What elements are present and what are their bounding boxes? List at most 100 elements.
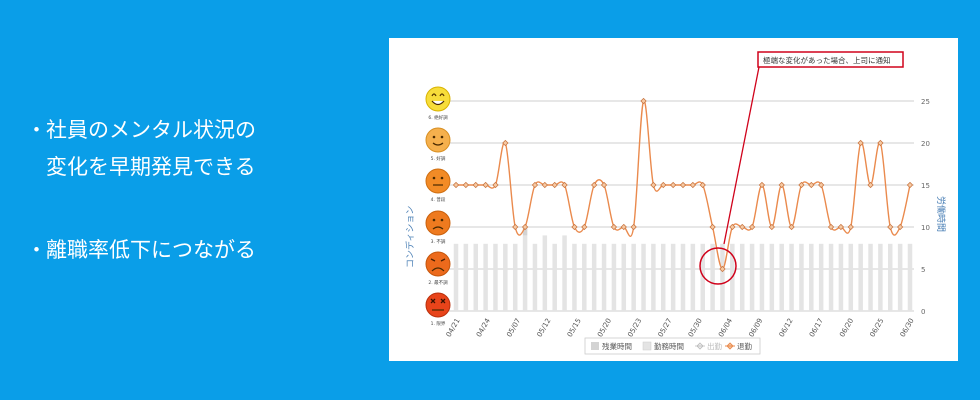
emoji-eye	[440, 176, 444, 180]
emoji-face-circle	[425, 168, 451, 194]
data-point-marker	[808, 181, 815, 189]
emoji-face-icon	[425, 168, 451, 194]
data-point-marker	[660, 181, 667, 189]
x-tick-label: 05/12	[536, 317, 553, 338]
data-point-marker	[620, 223, 627, 231]
data-point-marker	[531, 181, 539, 189]
emoji-face-icon	[425, 210, 451, 236]
bar-work-hours	[503, 243, 508, 311]
emoji-label: 1. 限界	[431, 320, 446, 327]
data-point-marker	[452, 181, 460, 189]
data-point-marker	[492, 181, 499, 189]
legend-label: 残業時間	[602, 341, 632, 351]
bullet-text-line: 離職率低下につながる	[46, 238, 256, 262]
y-tick-label: 25	[921, 98, 930, 106]
bar-work-hours	[868, 243, 873, 311]
bar-work-hours	[483, 243, 488, 311]
bar-work-hours	[858, 243, 863, 311]
data-point-marker	[798, 181, 805, 189]
condition-emoji-scale: 6. 絶好調 5. 好調 4. 普段 3. 不調 2. 最不調 1. 限界	[425, 86, 451, 327]
emoji-eye	[432, 218, 436, 222]
emoji-mouth	[432, 142, 444, 146]
bar-work-hours	[463, 243, 469, 311]
data-point-marker	[729, 223, 736, 231]
bar-work-hours	[621, 243, 627, 311]
data-point-marker	[512, 223, 519, 231]
bar-work-hours	[838, 243, 844, 311]
bar-work-hours	[789, 243, 794, 311]
bullet-item-early-detection: ・ 社員のメンタル状況の 変化を早期発見できる	[26, 112, 256, 186]
x-tick-label: 05/30	[687, 317, 704, 338]
data-point-marker	[571, 223, 578, 231]
data-point-marker	[877, 139, 884, 147]
emoji-eye	[440, 218, 444, 222]
bar-work-hours	[720, 243, 725, 311]
chart-screenshot-panel: 6. 絶好調 5. 好調 4. 普段 3. 不調 2. 最不調 1. 限界 コンディション…	[389, 38, 958, 361]
bar-work-hours	[591, 243, 597, 311]
emoji-eye	[440, 135, 444, 139]
bar-work-hours	[493, 243, 498, 311]
legend-label: 退勤	[737, 341, 752, 351]
emoji-mouth	[431, 100, 445, 106]
data-point-marker	[887, 223, 894, 231]
callout-text: 極端な変化があった場合、上司に通知	[763, 55, 891, 65]
legend-swatch-overtime	[591, 342, 599, 350]
y-axis-ticks: 0 5 10 15 20 25	[921, 98, 930, 316]
bar-overtime	[522, 227, 528, 236]
legend-label: 出勤	[707, 341, 722, 351]
callout-highlight-circle	[699, 247, 737, 285]
data-point-marker	[837, 223, 845, 231]
emoji-mouth	[431, 267, 445, 272]
x-tick-label: 05/23	[626, 317, 643, 338]
bar-work-hours	[661, 243, 666, 311]
emoji-face-circle	[425, 127, 451, 153]
bar-work-hours	[897, 243, 903, 311]
bar-work-hours	[749, 243, 755, 311]
bar-work-hours	[601, 243, 607, 311]
bar-work-hours	[828, 243, 834, 311]
legend-label: 勤務時間	[654, 341, 684, 351]
x-tick-label: 06/25	[868, 317, 885, 338]
data-point-marker	[521, 223, 529, 231]
x-tick-label: 06/20	[838, 317, 855, 338]
x-tick-label: 04/21	[445, 317, 462, 338]
x-axis-ticks: 04/21 04/24 05/07 05/12 05/15 05/20 05/23 05/27…	[445, 317, 916, 339]
bar-work-hours	[907, 243, 913, 311]
data-point-marker	[640, 97, 647, 105]
bar-work-hours	[542, 235, 548, 311]
bar-work-hours	[582, 243, 587, 311]
y-tick-label: 5	[921, 266, 925, 274]
x-tick-label: 05/20	[596, 317, 613, 338]
data-point-marker	[818, 181, 825, 189]
data-point-marker	[906, 181, 914, 189]
bar-work-hours	[562, 235, 567, 311]
data-point-marker	[758, 181, 766, 189]
emoji-label: 3. 不調	[431, 238, 446, 245]
condition-chart: 6. 絶好調 5. 好調 4. 普段 3. 不調 2. 最不調 1. 限界 コンディション…	[404, 51, 947, 355]
emoji-face-circle	[425, 292, 451, 318]
data-point-marker	[699, 181, 706, 189]
bar-work-hours	[670, 243, 676, 311]
emoji-label: 6. 絶好調	[428, 114, 448, 121]
y-tick-label: 20	[921, 140, 930, 148]
bar-work-hours	[878, 243, 883, 311]
bar-work-hours	[532, 243, 538, 311]
series-points	[452, 97, 914, 273]
callout-box	[757, 51, 904, 68]
bar-work-hours	[848, 243, 854, 311]
legend-box	[584, 337, 761, 355]
emoji-face-icon	[425, 86, 451, 112]
data-point-marker	[650, 181, 657, 189]
data-point-marker	[719, 265, 726, 273]
x-tick-label: 06/09	[747, 317, 764, 338]
emoji-eye	[432, 176, 436, 180]
bullet-text-line: 変化を早期発見できる	[46, 155, 256, 179]
axis-right-title: 労働時間	[935, 196, 947, 232]
bar-work-hours	[700, 243, 705, 311]
y-tick-label: 15	[921, 182, 930, 190]
bullet-marker: ・	[26, 118, 47, 142]
bar-work-hours	[818, 243, 824, 311]
bar-work-hours	[680, 243, 686, 311]
bar-work-hours	[888, 243, 893, 311]
data-point-marker	[610, 223, 618, 231]
